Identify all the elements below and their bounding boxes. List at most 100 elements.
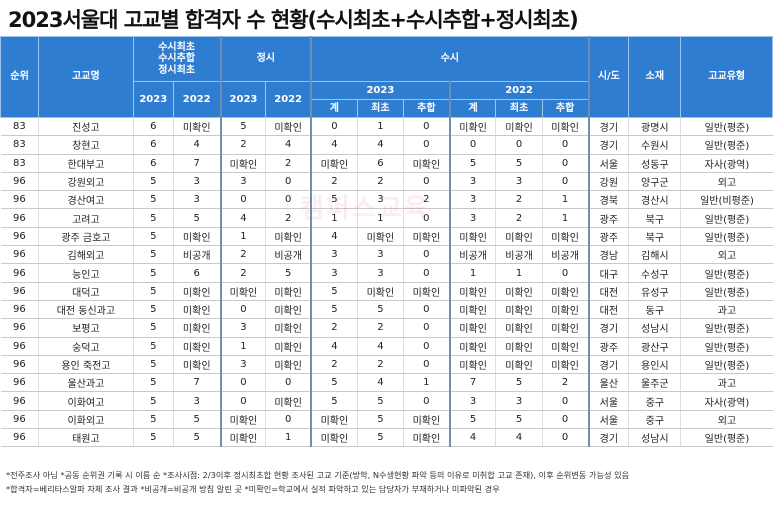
cell-susi23-first: 5 xyxy=(356,410,404,430)
cell-susi23-extra: 0 xyxy=(402,355,450,375)
susi-2023-total: 계 xyxy=(310,99,358,118)
cell-school: 울산과고 xyxy=(38,373,134,393)
cell-susi22-first: 미확인 xyxy=(495,282,543,301)
page-title: 2023서울대 고교별 합격자 수 현황(수시최초+수시추합+정시최초) xyxy=(8,8,579,32)
cell-combined-2023: 5 xyxy=(132,391,174,411)
cell-susi23-first: 미확인 xyxy=(356,282,404,301)
cell-susi22-first: 미확인 xyxy=(495,355,543,375)
cell-susi22-extra: 0 xyxy=(541,154,589,173)
cell-school: 용인 죽전고 xyxy=(38,355,134,375)
cell-susi23-total: 4 xyxy=(310,135,358,155)
cell-susi23-extra: 0 xyxy=(402,208,450,228)
cell-susi23-first: 2 xyxy=(356,172,404,192)
cell-jeongsi-2022: 0 xyxy=(265,410,312,430)
cell-combined-2022: 3 xyxy=(172,172,221,192)
cell-combined-2023: 5 xyxy=(132,355,174,375)
table-row: 96 이화외고 5 5 미확인 0 미확인 5 미확인 5 5 0 서울 중구 외고 xyxy=(0,410,773,430)
cell-rank: 96 xyxy=(0,227,39,247)
cell-school: 광주 금호고 xyxy=(38,227,134,247)
cell-susi22-extra: 미확인 xyxy=(541,117,589,137)
cell-school-type: 자사(광역) xyxy=(680,154,773,173)
cell-combined-2023: 5 xyxy=(132,172,174,192)
footnote-2: *합격자=베리타스알파 자체 조사 결과 *비공개=비공개 방침 알린 곳 *미… xyxy=(6,484,500,494)
table-row: 96 이화여고 5 3 0 미확인 5 5 0 3 3 0 서울 중구 자사(광역) xyxy=(0,391,773,411)
cell-school: 이화외고 xyxy=(38,410,134,430)
cell-school: 보평고 xyxy=(38,318,134,338)
cell-region: 대전 xyxy=(587,282,629,301)
cell-jeongsi-2023: 미확인 xyxy=(219,282,266,301)
cell-susi22-extra: 미확인 xyxy=(541,300,589,320)
cell-susi23-first: 4 xyxy=(356,135,404,155)
cell-city: 성동구 xyxy=(628,154,681,173)
cell-susi23-extra: 미확인 xyxy=(402,282,450,301)
cell-school: 경산여고 xyxy=(38,190,134,210)
cell-school-type: 과고 xyxy=(680,300,773,320)
cell-combined-2023: 5 xyxy=(132,227,174,247)
cell-susi22-first: 미확인 xyxy=(495,300,543,320)
cell-region: 울산 xyxy=(587,373,629,393)
cell-jeongsi-2023: 2 xyxy=(219,135,266,155)
cell-city: 광명시 xyxy=(628,117,681,137)
cell-susi22-extra: 0 xyxy=(541,172,589,192)
cell-school-type: 자사(광역) xyxy=(680,391,773,411)
susi-2022-total: 계 xyxy=(448,99,497,118)
cell-susi23-extra: 0 xyxy=(402,263,450,283)
cell-school: 한대부고 xyxy=(38,154,134,173)
cell-school: 진성고 xyxy=(38,117,134,137)
cell-combined-2023: 5 xyxy=(132,190,174,210)
cell-susi23-first: 5 xyxy=(356,300,404,320)
cell-region: 경기 xyxy=(587,117,629,137)
cell-jeongsi-2023: 3 xyxy=(219,172,266,192)
cell-school-type: 일반(평준) xyxy=(680,117,773,137)
cell-susi23-first: 4 xyxy=(356,337,404,356)
cell-susi22-total: 5 xyxy=(448,410,496,430)
table-row: 96 숭덕고 5 미확인 1 미확인 4 4 0 미확인 미확인 미확인 광주 광산구 일반(평준) xyxy=(0,337,773,356)
cell-jeongsi-2022: 0 xyxy=(265,373,312,393)
cell-rank: 83 xyxy=(0,135,39,155)
cell-school-type: 과고 xyxy=(680,373,773,393)
table-row: 96 태원고 5 5 미확인 1 미확인 5 미확인 4 4 0 경기 성남시 일반(평준) xyxy=(0,428,773,448)
cell-rank: 83 xyxy=(0,117,39,137)
cell-susi22-extra: 0 xyxy=(541,391,589,411)
cell-school: 강원외고 xyxy=(38,172,134,192)
cell-region: 경기 xyxy=(587,355,629,375)
cell-region: 경기 xyxy=(587,135,629,155)
cell-susi22-first: 미확인 xyxy=(495,337,543,356)
cell-susi23-total: 4 xyxy=(310,337,358,356)
cell-combined-2022: 5 xyxy=(172,208,221,228)
cell-susi22-first: 5 xyxy=(495,154,543,173)
cell-rank: 96 xyxy=(0,410,39,430)
cell-combined-2022: 7 xyxy=(172,373,221,393)
cell-susi22-first: 5 xyxy=(495,373,543,393)
cell-region: 경기 xyxy=(587,318,629,338)
cell-susi23-total: 5 xyxy=(310,190,358,210)
table-header: 순위 고교명 수시최초 수시추합 정시최초 정시 수시 시/도 소재 고교유형 … xyxy=(0,36,773,118)
cell-rank: 96 xyxy=(0,190,39,210)
cell-jeongsi-2022: 비공개 xyxy=(265,245,312,265)
cell-school: 대덕고 xyxy=(38,282,134,301)
cell-rank: 96 xyxy=(0,337,39,356)
cell-rank: 96 xyxy=(0,300,39,320)
cell-susi22-extra: 2 xyxy=(541,373,589,393)
cell-jeongsi-2023: 미확인 xyxy=(219,154,266,173)
cell-jeongsi-2023: 1 xyxy=(219,337,266,356)
cell-region: 서울 xyxy=(587,410,629,430)
combined-label-1: 수시최초 xyxy=(158,41,196,53)
cell-jeongsi-2022: 2 xyxy=(265,154,312,173)
cell-susi23-total: 1 xyxy=(310,208,358,228)
susi-2022-extra: 추합 xyxy=(541,99,590,118)
cell-susi23-total: 5 xyxy=(310,373,358,393)
cell-school: 김해외고 xyxy=(38,245,134,265)
combined-label-2: 수시추합 xyxy=(158,53,196,65)
combined-label-3: 정시최초 xyxy=(158,64,196,76)
cell-combined-2022: 5 xyxy=(172,428,221,448)
cell-jeongsi-2023: 미확인 xyxy=(219,428,266,448)
cell-jeongsi-2022: 미확인 xyxy=(265,355,312,375)
cell-city: 김해시 xyxy=(628,245,681,265)
cell-school-type: 일반(평준) xyxy=(680,355,773,375)
cell-combined-2022: 미확인 xyxy=(172,300,221,320)
col-school: 고교명 xyxy=(38,36,134,118)
cell-jeongsi-2022: 미확인 xyxy=(265,300,312,320)
cell-susi22-first: 미확인 xyxy=(495,117,543,137)
combined-2022: 2022 xyxy=(172,81,222,118)
